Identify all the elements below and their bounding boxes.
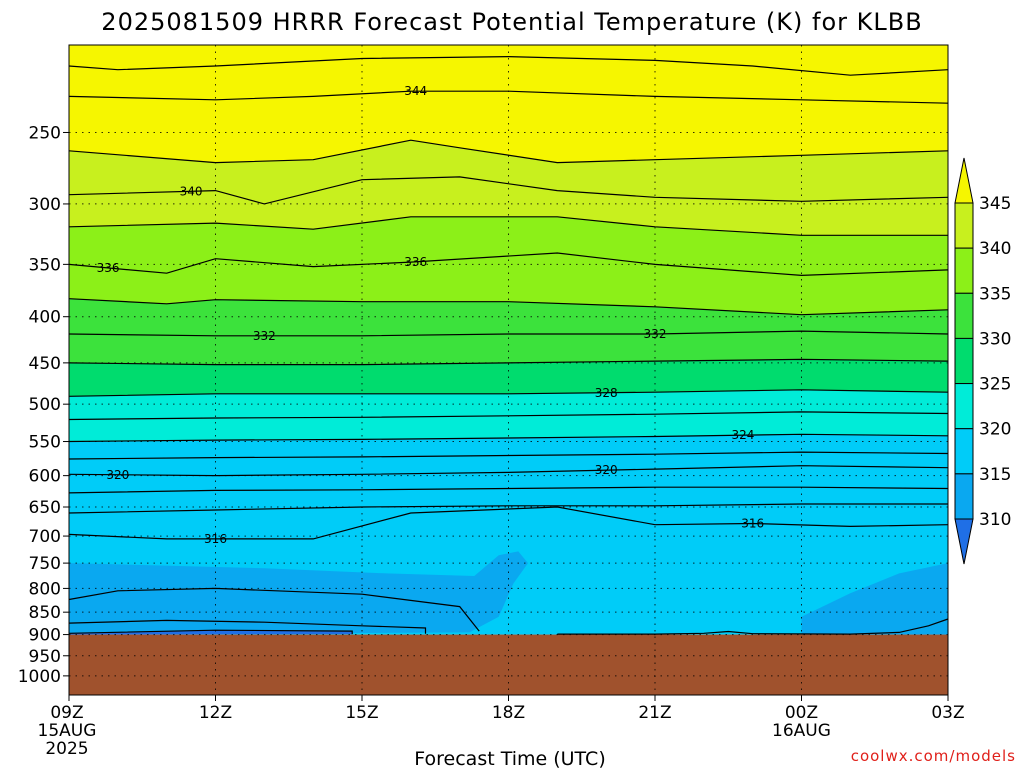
contour-line-326-6	[68, 411, 949, 421]
fill-band-315-320	[69, 551, 528, 635]
colorbar-label-310: 310	[979, 510, 1011, 530]
contour-label-316: 316	[204, 532, 227, 546]
x-axis-label: Forecast Time (UTC)	[414, 748, 605, 768]
y-tick-label-450: 450	[29, 354, 61, 374]
contour-line-346-16	[68, 55, 949, 76]
contour-label-320: 320	[106, 468, 129, 482]
x-tick-label-21Z: 21Z	[638, 703, 671, 723]
contour-line-320-3	[68, 465, 949, 477]
y-tick-label-950: 950	[29, 647, 61, 667]
x-tick-sublabel-15AUG: 15AUG	[38, 721, 97, 741]
colorbar-segment-315	[954, 428, 974, 475]
colorbar-segment-330	[954, 292, 974, 339]
y-tick-label-300: 300	[29, 195, 61, 215]
contour-line-310-19	[68, 629, 353, 635]
colorbar-label-340: 340	[979, 239, 1011, 259]
x-tick-label-18Z: 18Z	[492, 703, 525, 723]
colorbar-label-345: 345	[979, 194, 1011, 214]
y-tick-label-1000: 1000	[18, 667, 61, 687]
contour-line-319-2	[68, 486, 949, 494]
y-tick-label-400: 400	[29, 308, 61, 328]
y-tick-label-600: 600	[29, 467, 61, 487]
fill-band-335-340	[69, 216, 948, 315]
x-tick-label-03Z: 03Z	[931, 703, 964, 723]
colorbar-label-330: 330	[979, 329, 1011, 349]
x-tick-label-00Z: 00Z	[785, 703, 818, 723]
contour-line-340-13	[68, 176, 949, 205]
contour-line-344-15	[68, 90, 949, 104]
y-tick-label-800: 800	[29, 579, 61, 599]
chart-title: 2025081509 HRRR Forecast Potential Tempe…	[101, 8, 922, 36]
contour-line-328-7	[68, 389, 949, 397]
y-tick-label-350: 350	[29, 255, 61, 275]
colorbar-segment-325	[954, 337, 974, 385]
contour-label-344: 344	[404, 84, 427, 98]
contour-label-332: 332	[253, 329, 276, 343]
x-tick-sublabel-2025: 2025	[45, 739, 88, 759]
colorbar-segment-320	[954, 383, 974, 430]
contour-line-312-20	[557, 618, 949, 635]
contour-line-314-17	[68, 587, 480, 632]
contour-line-318-1	[68, 503, 948, 514]
contour-line-332-9	[68, 330, 949, 337]
contour-label-336: 336	[404, 255, 427, 269]
y-tick-label-650: 650	[29, 498, 61, 518]
contour-label-316: 316	[741, 517, 764, 531]
contour-label-336: 336	[97, 261, 120, 275]
y-axis: 250 300 350 400 450 500 550 600 650 700 750 800 850 9…	[18, 123, 69, 687]
contour-label-340: 340	[180, 184, 203, 198]
colorbar-segment-335	[954, 247, 974, 294]
y-tick-label-550: 550	[29, 433, 61, 453]
y-tick-label-900: 900	[29, 626, 61, 646]
fill-band-310-315	[69, 630, 353, 635]
contour-label-332: 332	[644, 327, 667, 341]
colorbar-label-335: 335	[979, 284, 1011, 304]
colorbar-label-315: 315	[979, 465, 1011, 485]
y-tick-label-250: 250	[29, 123, 61, 143]
x-tick-label-15Z: 15Z	[345, 703, 378, 723]
colorbar-label-325: 325	[979, 375, 1011, 395]
contour-label-324: 324	[731, 428, 754, 442]
x-tick-label-09Z: 09Z	[50, 703, 83, 723]
contour-line-338-12	[68, 216, 948, 236]
y-tick-label-700: 700	[29, 527, 61, 547]
fill-band-315-320-late	[801, 563, 948, 635]
y-tick-label-850: 850	[29, 603, 61, 623]
colorbar: 310 315 320 325 330 335 340 345	[954, 157, 1011, 565]
contour-line-312-18	[68, 619, 427, 634]
contour-label-320: 320	[595, 463, 618, 477]
plot-area: 316 320 324 328 332 332 336 336 340 344 320 316	[68, 44, 949, 696]
contour-label-328: 328	[595, 386, 618, 400]
colorbar-bottom-arrow	[954, 518, 974, 565]
colorbar-segment-340	[954, 202, 974, 249]
x-tick-label-12Z: 12Z	[199, 703, 232, 723]
ground-fill	[69, 634, 948, 695]
y-tick-label-750: 750	[29, 554, 61, 574]
contour-line-316-0	[68, 506, 949, 540]
fill-band-340-345	[69, 140, 948, 236]
colorbar-top-arrow	[954, 157, 974, 204]
x-tick-sublabel-16AUG: 16AUG	[772, 721, 831, 741]
colorbar-label-320: 320	[979, 420, 1011, 440]
contour-line-334-10	[68, 298, 949, 316]
credit-text: coolwx.com/models	[851, 747, 1016, 765]
contour-line-336-11	[68, 252, 949, 277]
colorbar-segment-310	[954, 473, 974, 520]
contour-line-324-5	[68, 433, 949, 443]
y-tick-label-500: 500	[29, 395, 61, 415]
contour-line-342-14	[68, 139, 949, 164]
contour-line-330-8	[68, 358, 949, 366]
contour-line-322-4	[68, 451, 949, 460]
